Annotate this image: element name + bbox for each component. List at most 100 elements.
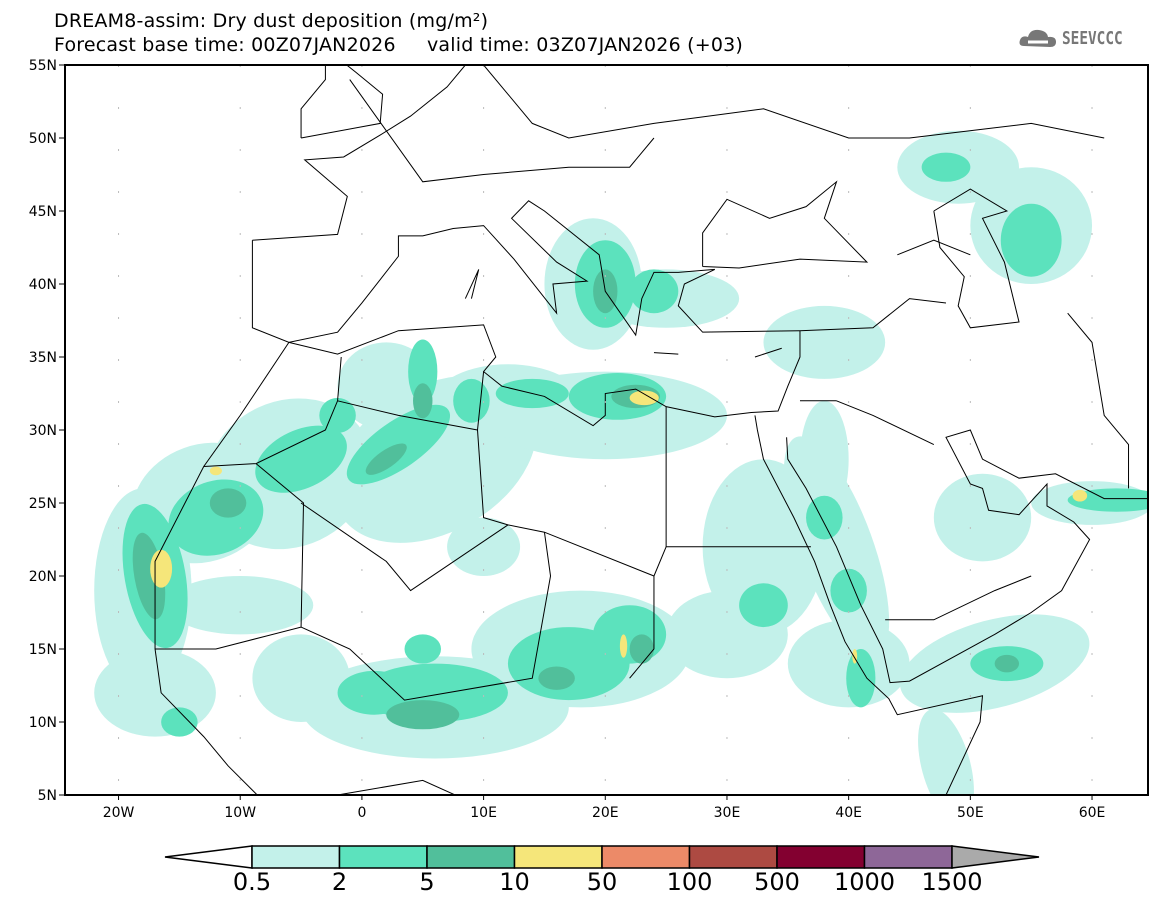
coastline bbox=[252, 65, 466, 241]
map-title: DREAM8-assim: Dry dust deposition (mg/m²… bbox=[54, 10, 489, 32]
coastline bbox=[300, 65, 326, 138]
lat-label: 20N bbox=[29, 569, 57, 585]
lon-label: 10W bbox=[224, 805, 256, 821]
dust-contour bbox=[994, 654, 1020, 673]
colorbar-label: 0.5 bbox=[232, 868, 272, 896]
colorbar-label: 1500 bbox=[921, 868, 983, 896]
colorbar-bin bbox=[251, 845, 341, 869]
coastline bbox=[629, 546, 667, 679]
dust-contour bbox=[365, 443, 407, 475]
dust-contour bbox=[161, 707, 198, 737]
lat-label: 40N bbox=[29, 277, 57, 293]
colorbar-over-triangle bbox=[951, 845, 1040, 869]
coastline bbox=[897, 239, 971, 256]
coastline bbox=[464, 269, 480, 299]
lat-label: 15N bbox=[29, 642, 57, 658]
lat-label: 25N bbox=[29, 496, 57, 512]
dust-contour bbox=[830, 568, 867, 613]
logo-text: SEEVCCC bbox=[1062, 27, 1123, 49]
coastline bbox=[337, 400, 478, 431]
coastline bbox=[288, 324, 801, 427]
dust-contour bbox=[404, 634, 442, 664]
coastline bbox=[313, 779, 457, 795]
valid-time: valid time: 03Z07JAN2026 (+03) bbox=[426, 34, 744, 56]
dust-contour bbox=[1067, 488, 1148, 512]
coastline bbox=[477, 371, 509, 526]
coastline bbox=[1067, 312, 1130, 489]
lat-label: 5N bbox=[38, 788, 57, 804]
colorbar-bin bbox=[601, 845, 691, 869]
lon-label: 60E bbox=[1079, 805, 1106, 821]
coastline bbox=[653, 352, 679, 355]
map-frame bbox=[64, 64, 1149, 796]
forecast-times: Forecast base time: 00Z07JAN2026 valid t… bbox=[54, 34, 743, 56]
colorbar-bin bbox=[863, 845, 953, 869]
coastline bbox=[483, 65, 1105, 139]
dust-contour bbox=[447, 517, 521, 576]
colorbar-bin bbox=[776, 845, 866, 869]
coastline bbox=[786, 429, 1148, 684]
dust-contour bbox=[763, 305, 886, 379]
dust-contour bbox=[337, 670, 411, 715]
lon-label: 20W bbox=[103, 805, 135, 821]
lon-label: 10E bbox=[470, 805, 497, 821]
seevccc-logo: SEEVCCC bbox=[1018, 26, 1138, 50]
colorbar-label: 50 bbox=[586, 868, 618, 896]
dust-contour bbox=[209, 488, 247, 518]
lat-label: 35N bbox=[29, 350, 57, 366]
dust-contour bbox=[739, 583, 788, 628]
dust-contour bbox=[453, 378, 490, 423]
lat-label: 55N bbox=[29, 58, 57, 74]
colorbar-under-triangle bbox=[164, 845, 253, 869]
coastline bbox=[933, 188, 1020, 329]
coastline bbox=[702, 180, 869, 269]
colorbar-label: 500 bbox=[754, 868, 800, 896]
dust-contour bbox=[1000, 203, 1062, 277]
lon-label: 0 bbox=[357, 805, 366, 821]
dust-contour bbox=[413, 383, 433, 419]
base-time: Forecast base time: 00Z07JAN2026 bbox=[54, 34, 396, 56]
cloud-icon bbox=[1019, 29, 1056, 47]
dust-contour bbox=[799, 400, 849, 518]
dust-contour bbox=[209, 466, 222, 476]
dust-contour bbox=[629, 390, 659, 406]
lat-label: 30N bbox=[29, 423, 57, 439]
lat-label: 50N bbox=[29, 131, 57, 147]
dust-contour bbox=[933, 473, 1032, 562]
coastline bbox=[251, 200, 800, 343]
lon-label: 50E bbox=[957, 805, 984, 821]
coastline bbox=[754, 347, 782, 358]
dust-contour bbox=[408, 339, 438, 404]
coastline bbox=[300, 532, 552, 701]
lat-label: 45N bbox=[29, 204, 57, 220]
lon-label: 20E bbox=[592, 805, 619, 821]
coastline bbox=[799, 298, 947, 332]
dust-contour bbox=[538, 666, 575, 690]
coastline bbox=[754, 415, 984, 795]
coastline bbox=[349, 79, 655, 183]
colorbar-label: 100 bbox=[666, 868, 713, 896]
coastline bbox=[300, 502, 655, 592]
dust-contour bbox=[386, 700, 460, 730]
dust-contour bbox=[846, 649, 876, 708]
colorbar-label: 5 bbox=[419, 868, 435, 896]
colorbar-label: 1000 bbox=[833, 868, 896, 896]
dust-contour bbox=[252, 634, 350, 722]
dust-contour bbox=[629, 269, 679, 314]
lon-label: 30E bbox=[714, 805, 741, 821]
colorbar-bin bbox=[688, 845, 778, 869]
colorbar-bin bbox=[426, 845, 516, 869]
colorbar-label: 10 bbox=[499, 868, 530, 896]
dust-contour bbox=[619, 634, 628, 658]
dust-contour bbox=[1072, 489, 1088, 502]
dust-contour bbox=[319, 397, 356, 433]
coastlines-borders bbox=[154, 65, 1148, 795]
lon-label: 40E bbox=[835, 805, 862, 821]
coastline bbox=[203, 356, 342, 467]
lat-label: 10N bbox=[29, 715, 57, 731]
coastline bbox=[885, 575, 1032, 621]
coastline bbox=[300, 65, 384, 139]
colorbar-label: 2 bbox=[331, 868, 348, 896]
dust-contour bbox=[921, 152, 971, 182]
